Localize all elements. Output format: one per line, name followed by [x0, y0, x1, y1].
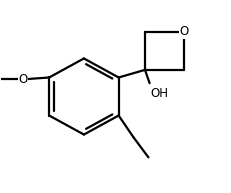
Text: O: O — [18, 73, 27, 86]
Text: O: O — [179, 25, 188, 38]
Text: OH: OH — [150, 87, 168, 100]
